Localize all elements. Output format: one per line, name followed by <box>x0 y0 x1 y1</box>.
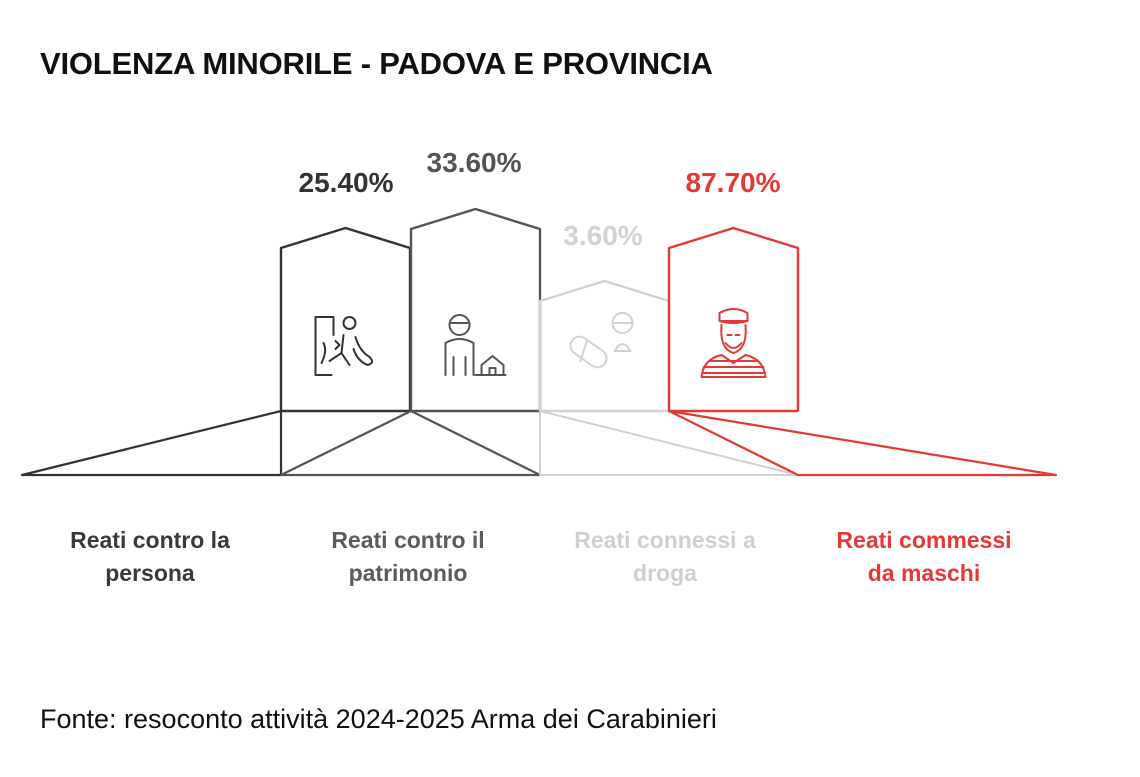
category-label-3-line-1: Reati connessi a <box>574 527 756 553</box>
category-label-4-line-1: Reati commessi <box>836 527 1011 553</box>
floor-4 <box>667 409 1058 477</box>
category-label-1-line-2: persona <box>105 560 195 586</box>
floor-2 <box>279 409 542 477</box>
house-4 <box>667 226 800 411</box>
house-2 <box>409 207 542 411</box>
value-label-4: 87.70% <box>686 167 781 198</box>
category-label-4-line-2: da maschi <box>868 560 981 586</box>
value-label-3: 3.60% <box>563 220 642 251</box>
prisoner-icon <box>700 308 767 378</box>
assault-icon <box>314 316 374 376</box>
category-label-3-line-2: droga <box>633 560 697 586</box>
house-chart: 25.40% Reati contro la persona 33.60% Reati … <box>20 147 1058 586</box>
source-note: Fonte: resoconto attività 2024-2025 Arma… <box>40 704 717 734</box>
category-label-2-line-2: patrimonio <box>349 560 468 586</box>
house-3 <box>538 279 671 411</box>
value-label-2: 33.60% <box>427 147 522 178</box>
value-label-1: 25.40% <box>299 167 394 198</box>
floor-3 <box>539 410 799 476</box>
category-label-1-line-1: Reati contro la <box>70 527 230 553</box>
category-label-2-line-1: Reati contro il <box>331 527 484 553</box>
chart-title: VIOLENZA MINORILE - PADOVA E PROVINCIA <box>40 46 713 81</box>
pills-icon <box>569 312 634 369</box>
floor-1 <box>20 409 283 477</box>
thief-house-icon <box>444 314 507 376</box>
